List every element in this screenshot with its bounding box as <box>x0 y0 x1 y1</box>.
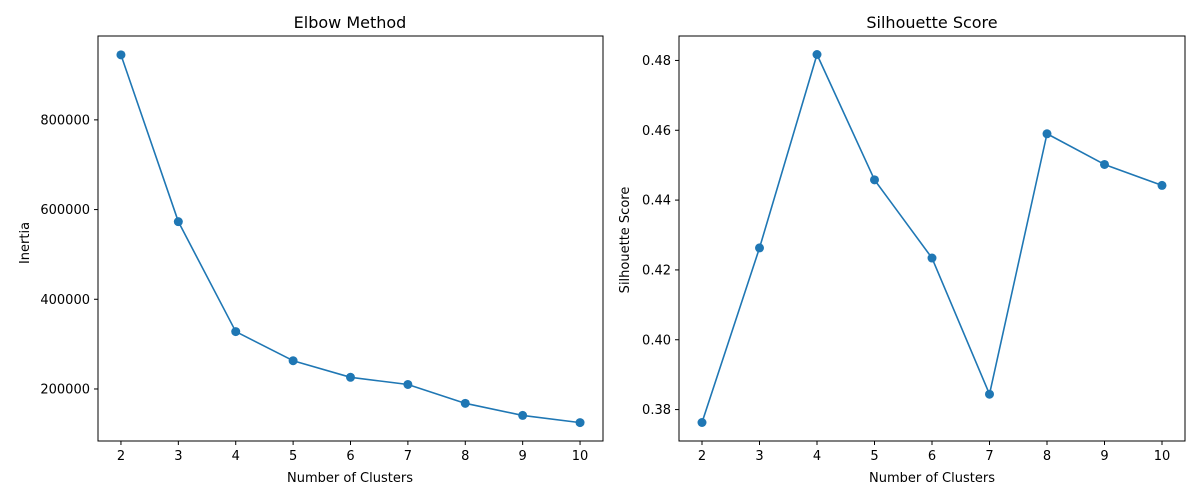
silhouette-chart-panel: Silhouette Score Number of Clusters Silh… <box>618 13 1186 486</box>
elbow-chart-data-point <box>173 217 183 227</box>
silhouette-chart-ytick-label: 0.46 <box>642 124 671 139</box>
silhouette-chart-ticks: 2 3 4 5 6 7 8 9 10 0.38 0.40 0.42 0.44 0.46 0.48 <box>642 54 1170 464</box>
elbow-chart-panel: Elbow Method Number of Clusters Inertia … <box>18 13 604 486</box>
silhouette-chart-data-point <box>985 389 994 399</box>
elbow-chart-xtick-label: 10 <box>572 449 589 464</box>
silhouette-chart-ylabel: Silhouette Score <box>618 187 633 294</box>
elbow-chart-data-point <box>346 372 355 382</box>
silhouette-chart-ytick-label: 0.38 <box>642 403 671 418</box>
elbow-chart-xtick-label: 9 <box>519 449 527 464</box>
silhouette-chart-title: Silhouette Score <box>866 13 997 32</box>
silhouette-chart-xtick-label: 4 <box>813 449 821 464</box>
elbow-chart-ytick-label: 800000 <box>40 113 90 128</box>
elbow-chart-data-point <box>116 50 126 60</box>
silhouette-chart-data-point <box>927 253 937 263</box>
elbow-chart-ticks: 2 3 4 5 6 7 8 9 10 200000 400000 600000 800000 <box>40 113 588 464</box>
silhouette-chart-xlabel: Number of Clusters <box>869 471 995 486</box>
elbow-chart-data-point <box>575 418 585 428</box>
silhouette-chart-xtick-label: 8 <box>1043 449 1051 464</box>
elbow-chart-xtick-label: 2 <box>117 449 125 464</box>
silhouette-chart-axes-frame <box>678 35 1186 442</box>
silhouette-chart-ytick-label: 0.48 <box>642 54 671 69</box>
silhouette-chart-ytick-label: 0.44 <box>642 194 671 209</box>
silhouette-chart-xtick-label: 10 <box>1154 449 1171 464</box>
elbow-chart-ytick-label: 200000 <box>40 382 90 397</box>
silhouette-chart-series <box>697 50 1167 427</box>
silhouette-chart-data-point <box>1157 180 1167 190</box>
silhouette-chart-data-point <box>755 243 764 253</box>
silhouette-chart-data-point <box>1042 129 1052 139</box>
elbow-chart-ylabel: Inertia <box>18 222 33 264</box>
elbow-chart-xtick-label: 6 <box>346 449 354 464</box>
elbow-chart-xtick-label: 4 <box>232 449 240 464</box>
silhouette-chart-xtick-label: 9 <box>1100 449 1108 464</box>
elbow-chart-ytick-label: 400000 <box>40 293 90 308</box>
elbow-chart-axes-frame <box>97 35 604 442</box>
elbow-chart-data-point <box>518 410 528 420</box>
elbow-chart-ytick-label: 600000 <box>40 203 90 218</box>
elbow-chart-xtick-label: 5 <box>289 449 297 464</box>
silhouette-chart-data-point <box>870 175 879 185</box>
silhouette-chart-xtick-label: 2 <box>698 449 706 464</box>
elbow-chart-data-point <box>460 398 470 408</box>
silhouette-chart-xtick-label: 7 <box>985 449 993 464</box>
elbow-chart-xlabel: Number of Clusters <box>287 471 413 486</box>
silhouette-chart-xtick-label: 6 <box>928 449 936 464</box>
silhouette-chart-data-point <box>1100 159 1109 169</box>
elbow-chart-xtick-label: 3 <box>174 449 182 464</box>
elbow-chart-title: Elbow Method <box>294 13 407 32</box>
silhouette-chart-data-point <box>697 417 707 427</box>
silhouette-chart-ytick-label: 0.40 <box>642 333 671 348</box>
elbow-chart-xtick-label: 7 <box>404 449 412 464</box>
elbow-chart-xtick-label: 8 <box>461 449 469 464</box>
elbow-chart-series <box>116 50 585 428</box>
elbow-chart-data-point <box>231 327 241 337</box>
elbow-chart-data-point <box>288 356 298 366</box>
silhouette-chart-ytick-label: 0.42 <box>642 263 671 278</box>
silhouette-chart-xtick-label: 3 <box>755 449 763 464</box>
silhouette-chart-data-point <box>812 50 822 60</box>
elbow-chart-data-point <box>403 379 413 389</box>
silhouette-chart-xtick-label: 5 <box>870 449 878 464</box>
